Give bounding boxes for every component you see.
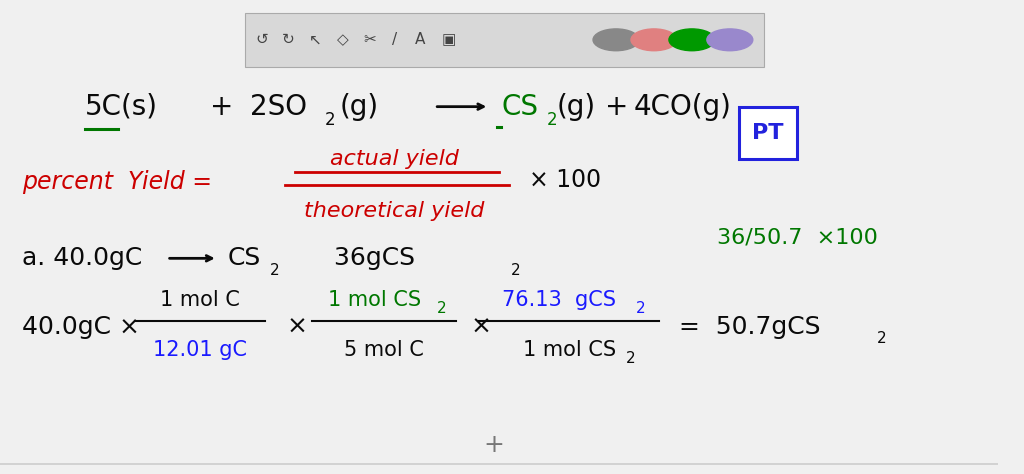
Circle shape <box>631 29 677 51</box>
Text: theoretical yield: theoretical yield <box>304 201 484 221</box>
Text: percent  Yield =: percent Yield = <box>22 171 212 194</box>
Text: 40.0gC ×: 40.0gC × <box>22 315 140 339</box>
Circle shape <box>593 29 639 51</box>
Bar <box>739 107 797 159</box>
Text: 2SO: 2SO <box>250 92 306 121</box>
Text: a. 40.0gC: a. 40.0gC <box>22 246 142 270</box>
Text: 5C(s): 5C(s) <box>85 92 158 121</box>
Text: PT: PT <box>752 123 783 143</box>
Text: 1 mol CS: 1 mol CS <box>522 340 615 360</box>
Text: 2: 2 <box>627 351 636 366</box>
Text: ◇: ◇ <box>337 32 348 47</box>
Text: (g): (g) <box>340 92 379 121</box>
Text: /: / <box>392 32 397 47</box>
Text: ×: × <box>471 315 492 339</box>
Text: (g): (g) <box>557 92 596 121</box>
Text: 1 mol CS: 1 mol CS <box>328 290 421 310</box>
Text: 1 mol C: 1 mol C <box>160 290 240 310</box>
Text: 36/50.7  ×100: 36/50.7 ×100 <box>717 228 878 248</box>
Text: ↺: ↺ <box>255 32 268 47</box>
Text: actual yield: actual yield <box>330 149 459 169</box>
Text: 4CO(g): 4CO(g) <box>634 92 732 121</box>
Text: 2: 2 <box>636 301 646 316</box>
Text: +: + <box>483 433 505 456</box>
Text: 12.01 gC: 12.01 gC <box>153 340 247 360</box>
Text: ↻: ↻ <box>283 32 295 47</box>
Text: +: + <box>605 92 629 121</box>
Text: CS: CS <box>227 246 261 270</box>
Text: 2: 2 <box>547 111 558 129</box>
Text: ×: × <box>287 315 308 339</box>
Text: 76.13  gCS: 76.13 gCS <box>502 290 616 310</box>
Text: 36gCS: 36gCS <box>309 246 415 270</box>
Text: =  50.7gCS: = 50.7gCS <box>679 315 820 339</box>
Circle shape <box>707 29 753 51</box>
Text: 2: 2 <box>436 301 446 316</box>
Circle shape <box>669 29 715 51</box>
Text: 2: 2 <box>877 331 886 346</box>
Text: × 100: × 100 <box>529 168 601 192</box>
Text: 2: 2 <box>511 263 521 278</box>
Text: 5 mol C: 5 mol C <box>344 340 424 360</box>
Text: ✂: ✂ <box>364 32 376 47</box>
Text: ↖: ↖ <box>309 32 322 47</box>
Text: ▣: ▣ <box>442 32 457 47</box>
Text: +: + <box>210 92 233 121</box>
Text: CS: CS <box>501 92 539 121</box>
Bar <box>245 13 764 67</box>
Text: A: A <box>415 32 426 47</box>
Text: 2: 2 <box>269 263 280 278</box>
Text: 2: 2 <box>325 111 335 129</box>
